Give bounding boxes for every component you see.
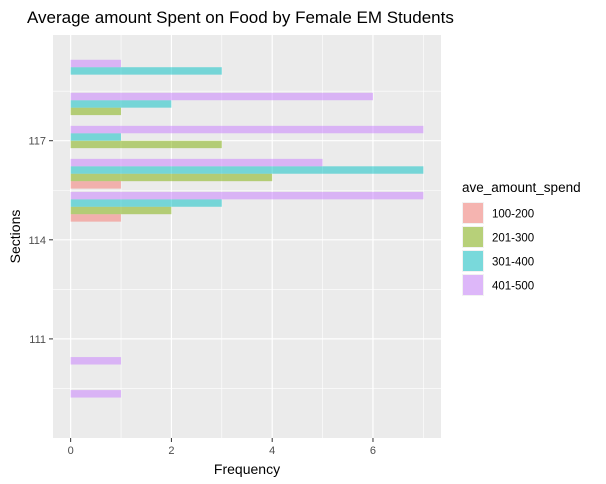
y-axis-title: Sections [7,210,23,264]
bar-115-401-500 [70,191,424,200]
bar-116-100-200 [70,181,122,189]
bar-116-301-400 [70,166,424,174]
legend-label-201-300: 201-300 [492,233,534,245]
x-tick-label: 0 [68,445,74,457]
legend-swatch-401-500 [463,275,483,295]
y-tick-label: 111 [29,334,46,346]
legend-swatch-201-300 [463,227,483,247]
y-axis-ticks: 111 114 117 [28,136,53,346]
bar-117-301-400 [70,133,122,141]
bar-110-401-500 [70,357,122,365]
x-tick-label: 4 [269,445,275,457]
chart-title: Average amount Spent on Food by Female E… [27,8,454,27]
bar-118-201-300 [70,107,122,116]
bar-116-401-500 [70,158,323,167]
legend-label-401-500: 401-500 [492,281,534,293]
legend-title: ave_amount_spend [462,180,581,195]
legend-label-301-400: 301-400 [492,257,534,269]
legend-label-100-200: 100-200 [492,209,534,221]
bar-119-401-500 [70,59,122,68]
bar-119-301-400 [70,67,222,75]
bar-118-401-500 [70,92,373,101]
bar-115-201-300 [70,206,172,215]
bar-109-401-500 [70,390,122,398]
bar-117-401-500 [70,125,424,134]
legend-swatch-100-200 [463,203,483,223]
bar-118-301-400 [70,100,172,108]
y-tick-label: 114 [28,235,46,247]
bar-115-301-400 [70,199,222,207]
bars [70,59,424,398]
x-tick-label: 6 [370,445,376,457]
legend: ave_amount_spend 100-200 201-300 301-400 40… [462,180,581,296]
bar-116-201-300 [70,173,273,182]
bar-117-201-300 [70,140,222,149]
legend-swatch-301-400 [463,251,483,271]
x-tick-label: 2 [168,445,174,457]
y-tick-label: 117 [28,136,46,148]
bar-115-100-200 [70,214,122,222]
x-axis-ticks: 0 2 4 6 [68,438,376,457]
x-axis-title: Frequency [214,461,280,477]
